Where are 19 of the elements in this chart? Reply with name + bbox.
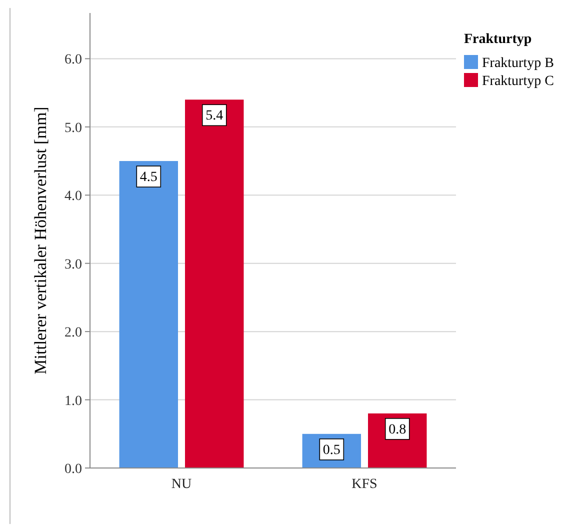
legend-label: Frakturtyp C bbox=[482, 74, 554, 89]
legend-label: Frakturtyp B bbox=[482, 56, 554, 71]
y-tick-label: 5.0 bbox=[64, 120, 82, 136]
data-label: 4.5 bbox=[140, 170, 158, 186]
data-label: 0.8 bbox=[388, 422, 406, 438]
y-tick-label: 4.0 bbox=[64, 189, 82, 204]
bar bbox=[119, 161, 178, 468]
y-tick-label: 3.0 bbox=[64, 257, 82, 272]
legend-title: Frakturtyp bbox=[464, 32, 532, 47]
y-axis-title: Mittlerer vertikaler Höhenverlust [mm] bbox=[31, 106, 50, 374]
data-label: 0.5 bbox=[322, 442, 340, 458]
y-tick-label: 2.0 bbox=[64, 326, 82, 341]
data-label: 5.4 bbox=[206, 108, 224, 124]
y-tick-label: 6.0 bbox=[64, 52, 82, 68]
bar bbox=[185, 100, 244, 468]
y-tick-label: 0.0 bbox=[64, 462, 82, 477]
x-tick-label: KFS bbox=[352, 477, 378, 492]
y-tick-label: 1.0 bbox=[64, 394, 82, 409]
x-tick-label: NU bbox=[171, 477, 192, 492]
